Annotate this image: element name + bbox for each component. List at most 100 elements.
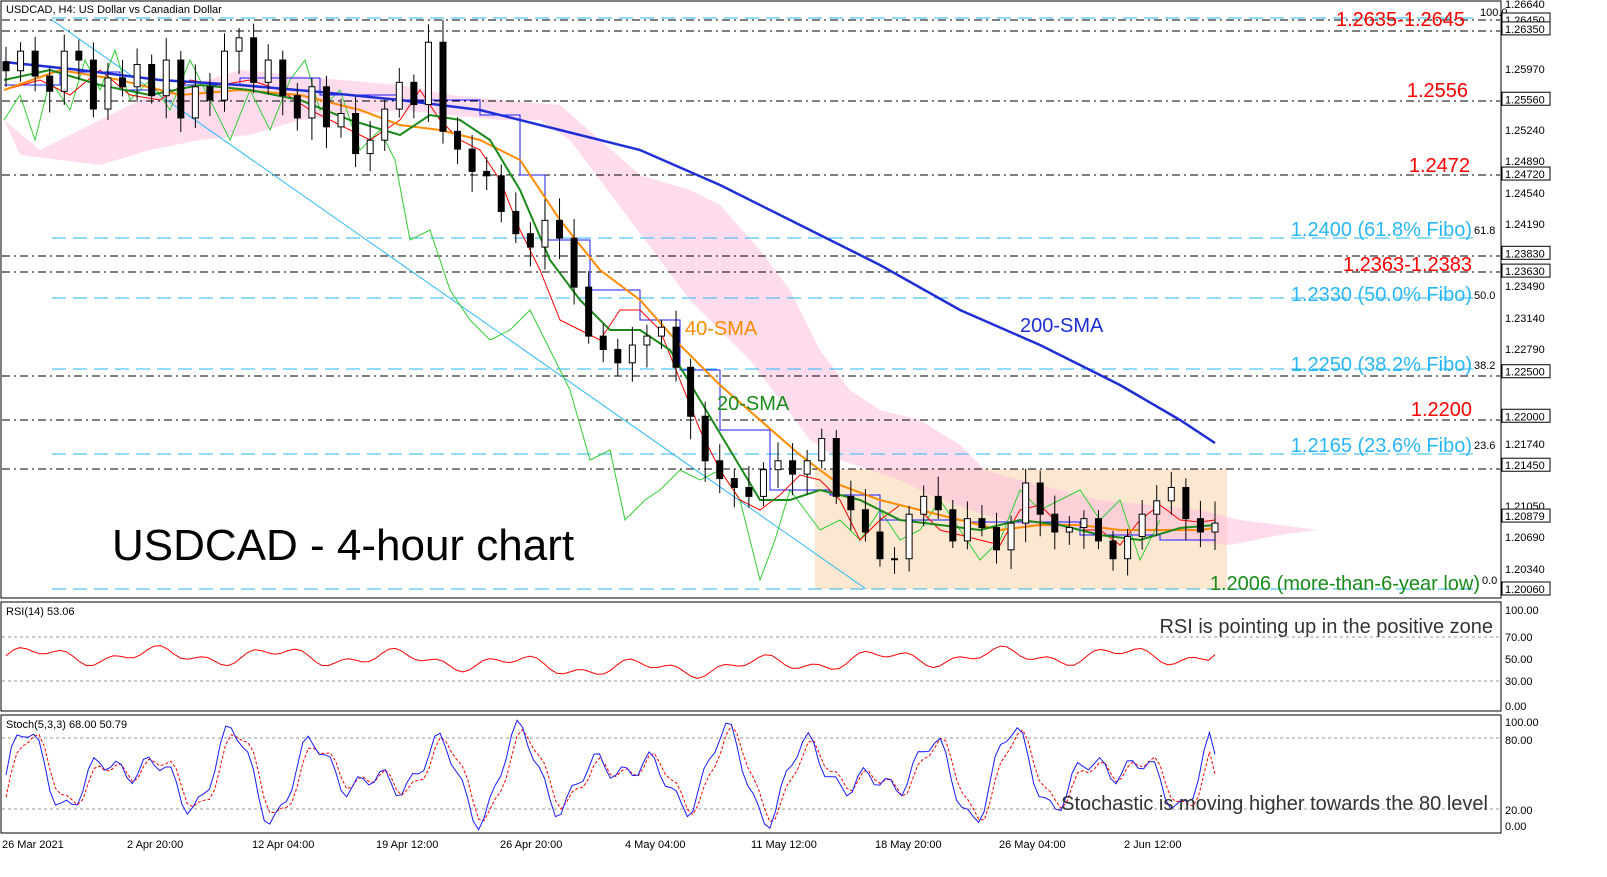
level-label-12165: 1.2165 (23.6% Fibo) <box>1291 435 1472 457</box>
candle-body <box>381 108 389 141</box>
candle-body <box>439 41 447 132</box>
candle-body <box>250 37 258 83</box>
candle-body <box>337 112 345 128</box>
candle-body <box>17 50 25 72</box>
candle-body <box>2 61 10 72</box>
sma200-label: 200-SMA <box>1020 315 1104 337</box>
candle-body <box>60 50 68 92</box>
candle-body <box>279 59 287 97</box>
fibo-diagonal <box>51 19 867 590</box>
x-tick: 18 May 20:00 <box>875 839 942 851</box>
price-box <box>1501 581 1551 596</box>
candle-body <box>934 495 942 511</box>
candle-body <box>585 286 593 337</box>
sma20-line <box>3 68 1216 542</box>
candle-body <box>643 335 651 346</box>
candle-body <box>891 558 899 561</box>
stoch-y-tick: 20.00 <box>1505 805 1533 817</box>
y-tick: 1.25970 <box>1505 64 1545 76</box>
candle-body <box>657 326 665 337</box>
price-box <box>1501 91 1551 106</box>
price-box <box>1501 364 1551 379</box>
level-labels: 1.2635-1.2645 1.2556 1.2472 1.2400 (61.8… <box>1210 7 1508 595</box>
candle-body <box>1080 518 1088 529</box>
candle-body <box>148 64 156 97</box>
y-tick: 1.23140 <box>1505 313 1545 325</box>
chart-title: USDCAD - 4-hour chart <box>112 521 574 570</box>
price-box <box>1501 263 1551 278</box>
candle-body <box>716 460 724 480</box>
y-tick: 1.24890 <box>1505 156 1545 168</box>
ichimoku-cloud <box>4 70 1318 545</box>
fibo-pct-236: 23.6 <box>1474 440 1495 452</box>
candle-body <box>468 148 476 172</box>
main-panel-frame <box>0 0 1502 599</box>
candle-body <box>745 486 753 497</box>
candle-body <box>876 531 884 560</box>
rsi-y-tick: 0.00 <box>1505 701 1526 713</box>
candle-body <box>1007 522 1015 551</box>
fibo-pct-618: 61.8 <box>1474 225 1495 237</box>
candle-body <box>774 460 782 471</box>
level-label-12640: 1.2635-1.2645 <box>1336 9 1465 31</box>
candle-body <box>861 509 869 533</box>
candle-body <box>1051 513 1059 533</box>
candle-body <box>556 219 564 239</box>
candle-body <box>31 50 39 77</box>
candle-body <box>75 50 83 61</box>
candle-body <box>628 344 636 364</box>
stoch-label: Stoch(5,3,3) 68.00 50.79 <box>6 719 127 731</box>
price-box <box>1501 508 1551 523</box>
price-box <box>1501 408 1551 423</box>
candle-body <box>191 86 199 119</box>
candle-body <box>424 41 432 106</box>
candle-body <box>1167 486 1175 502</box>
candle-body <box>832 438 840 497</box>
x-tick: 12 Apr 04:00 <box>252 839 314 851</box>
candle-body <box>235 37 243 52</box>
price-box-label: 1.24720 <box>1505 169 1545 181</box>
time-axis: 26 Mar 2021 2 Apr 20:00 12 Apr 04:00 19 … <box>2 839 1182 851</box>
candle-body <box>1109 540 1117 560</box>
sma40-label: 40-SMA <box>685 318 758 340</box>
price-box <box>1501 245 1551 260</box>
fibo-pct-000: 0.0 <box>1482 575 1497 587</box>
level-label-12250: 1.2250 (38.2% Fibo) <box>1291 354 1472 376</box>
x-tick: 26 Mar 2021 <box>2 839 64 851</box>
candle-body <box>993 527 1001 551</box>
stoch-note: Stochastic is moving higher towards the … <box>1061 793 1488 815</box>
candle-body <box>730 478 738 488</box>
rsi-note: RSI is pointing up in the positive zone <box>1159 616 1493 638</box>
candle-body <box>1153 500 1161 515</box>
candle-body <box>177 59 185 119</box>
candle-body <box>512 210 520 235</box>
candle-body <box>614 348 622 364</box>
candle-body <box>162 59 170 97</box>
candle-body <box>789 460 797 475</box>
candle-body <box>1036 482 1044 515</box>
rsi-y-tick: 50.00 <box>1505 654 1533 666</box>
candle-body <box>526 233 534 248</box>
stoch-y-tick: 80.00 <box>1505 735 1533 747</box>
y-tick: 1.23490 <box>1505 281 1545 293</box>
price-axis: 1.26640 1.25970 1.25240 1.24890 1.24540 … <box>1505 0 1545 576</box>
candle-body <box>599 335 607 350</box>
candle-body <box>803 460 811 475</box>
candle-body <box>672 326 680 368</box>
candle-body <box>701 415 709 462</box>
candle-body <box>104 77 112 110</box>
price-box-label: 1.21450 <box>1505 460 1545 472</box>
candle-body <box>293 95 301 119</box>
stoch-y-tick: 100.00 <box>1505 717 1539 729</box>
price-box <box>1501 166 1551 181</box>
price-box-label: 1.20879 <box>1505 511 1545 523</box>
candle-body <box>395 81 403 110</box>
candle-body <box>1022 482 1030 524</box>
fibo-pct-382: 38.2 <box>1474 360 1495 372</box>
y-tick: 1.25240 <box>1505 125 1545 137</box>
candle-body <box>1094 518 1102 542</box>
symbol-label: USDCAD, H4: US Dollar vs Canadian Dollar <box>6 4 222 16</box>
candle-body <box>46 75 54 92</box>
x-tick: 19 Apr 12:00 <box>376 839 438 851</box>
